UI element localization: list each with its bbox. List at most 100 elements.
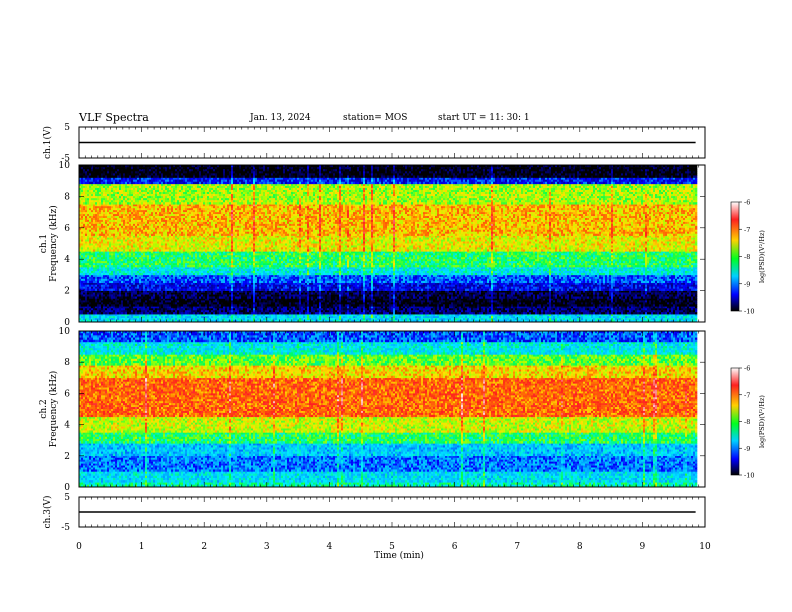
psd-cell — [179, 284, 182, 287]
psd-cell — [137, 300, 140, 303]
psd-cell — [85, 171, 88, 174]
psd-cell — [147, 284, 150, 287]
psd-cell — [79, 294, 82, 297]
psd-cell — [183, 292, 186, 295]
psd-cell — [135, 196, 138, 199]
psd-cell — [95, 316, 98, 319]
psd-cell — [191, 261, 194, 264]
psd-cell — [175, 249, 178, 252]
psd-cell — [105, 316, 108, 319]
psd-cell — [89, 198, 92, 201]
psd-cell — [121, 200, 124, 203]
psd-cell — [119, 276, 122, 280]
psd-cell — [191, 206, 194, 209]
psd-cell — [107, 200, 110, 203]
psd-cell — [111, 173, 114, 176]
psd-cell — [197, 185, 200, 189]
psd-cell — [161, 187, 164, 191]
psd-cell — [147, 274, 150, 278]
psd-cell — [119, 221, 122, 225]
psd-cell — [155, 185, 158, 189]
psd-cell — [187, 278, 190, 282]
psd-cell — [165, 208, 168, 211]
psd-cell — [179, 233, 182, 236]
psd-cell — [181, 198, 184, 201]
psd-cell — [129, 233, 132, 236]
psd-cell — [105, 251, 108, 254]
psd-cell — [165, 179, 168, 183]
psd-cell — [105, 318, 108, 321]
psd-cell — [131, 320, 134, 322]
psd-cell — [185, 308, 188, 311]
psd-cell — [121, 229, 124, 233]
psd-cell — [107, 241, 110, 244]
psd-cell — [141, 173, 144, 176]
psd-cell — [175, 296, 178, 299]
psd-cell — [137, 269, 140, 272]
psd-cell — [89, 304, 92, 307]
psd-cell — [123, 183, 126, 187]
psd-cell — [91, 169, 94, 172]
psd-cell — [153, 231, 156, 234]
psd-cell — [179, 247, 182, 250]
psd-cell — [99, 298, 102, 301]
psd-cell — [151, 272, 154, 276]
psd-cell — [123, 204, 126, 207]
psd-cell — [157, 306, 160, 309]
psd-cell — [175, 202, 178, 205]
psd-cell — [135, 235, 138, 238]
psd-cell — [109, 274, 112, 278]
psd-cell — [181, 296, 184, 299]
psd-cell — [185, 181, 188, 185]
psd-cell — [125, 304, 128, 307]
psd-cell — [143, 167, 146, 170]
psd-cell — [195, 221, 198, 225]
psd-cell — [97, 308, 100, 311]
psd-cell — [141, 225, 144, 229]
psd-cell — [135, 187, 138, 191]
psd-cell — [125, 210, 128, 213]
psd-cell — [185, 198, 188, 201]
psd-cell — [141, 296, 144, 299]
psd-cell — [109, 229, 112, 233]
psd-cell — [195, 274, 198, 278]
psd-cell — [131, 214, 134, 217]
psd-cell — [193, 259, 196, 262]
psd-cell — [123, 280, 126, 284]
psd-cell — [183, 225, 186, 229]
psd-cell — [185, 288, 188, 291]
psd-cell — [139, 229, 142, 233]
psd-cell — [199, 278, 202, 282]
psd-cell — [97, 255, 100, 258]
psd-cell — [123, 171, 126, 174]
psd-cell — [111, 196, 114, 199]
psd-cell — [143, 229, 146, 233]
psd-cell — [91, 249, 94, 252]
psd-cell — [95, 221, 98, 225]
psd-cell — [185, 243, 188, 246]
psd-cell — [169, 181, 172, 185]
psd-cell — [175, 177, 178, 180]
psd-cell — [197, 314, 200, 317]
psd-cell — [181, 292, 184, 295]
psd-cell — [175, 282, 178, 286]
psd-cell — [179, 219, 182, 223]
psd-cell — [109, 243, 112, 246]
psd-cell — [181, 290, 184, 293]
psd-cell — [137, 165, 140, 168]
psd-cell — [119, 318, 122, 321]
psd-cell — [85, 253, 88, 256]
psd-cell — [95, 318, 98, 321]
psd-cell — [199, 239, 202, 242]
psd-cell — [149, 225, 152, 229]
psd-cell — [163, 187, 166, 191]
psd-cell — [117, 265, 120, 268]
psd-cell — [103, 223, 106, 227]
psd-cell — [173, 212, 176, 215]
psd-cell — [171, 169, 174, 172]
psd-cell — [177, 243, 180, 246]
psd-cell — [129, 282, 132, 286]
psd-cell — [89, 239, 92, 242]
psd-cell — [187, 304, 190, 307]
psd-cell — [181, 312, 184, 315]
